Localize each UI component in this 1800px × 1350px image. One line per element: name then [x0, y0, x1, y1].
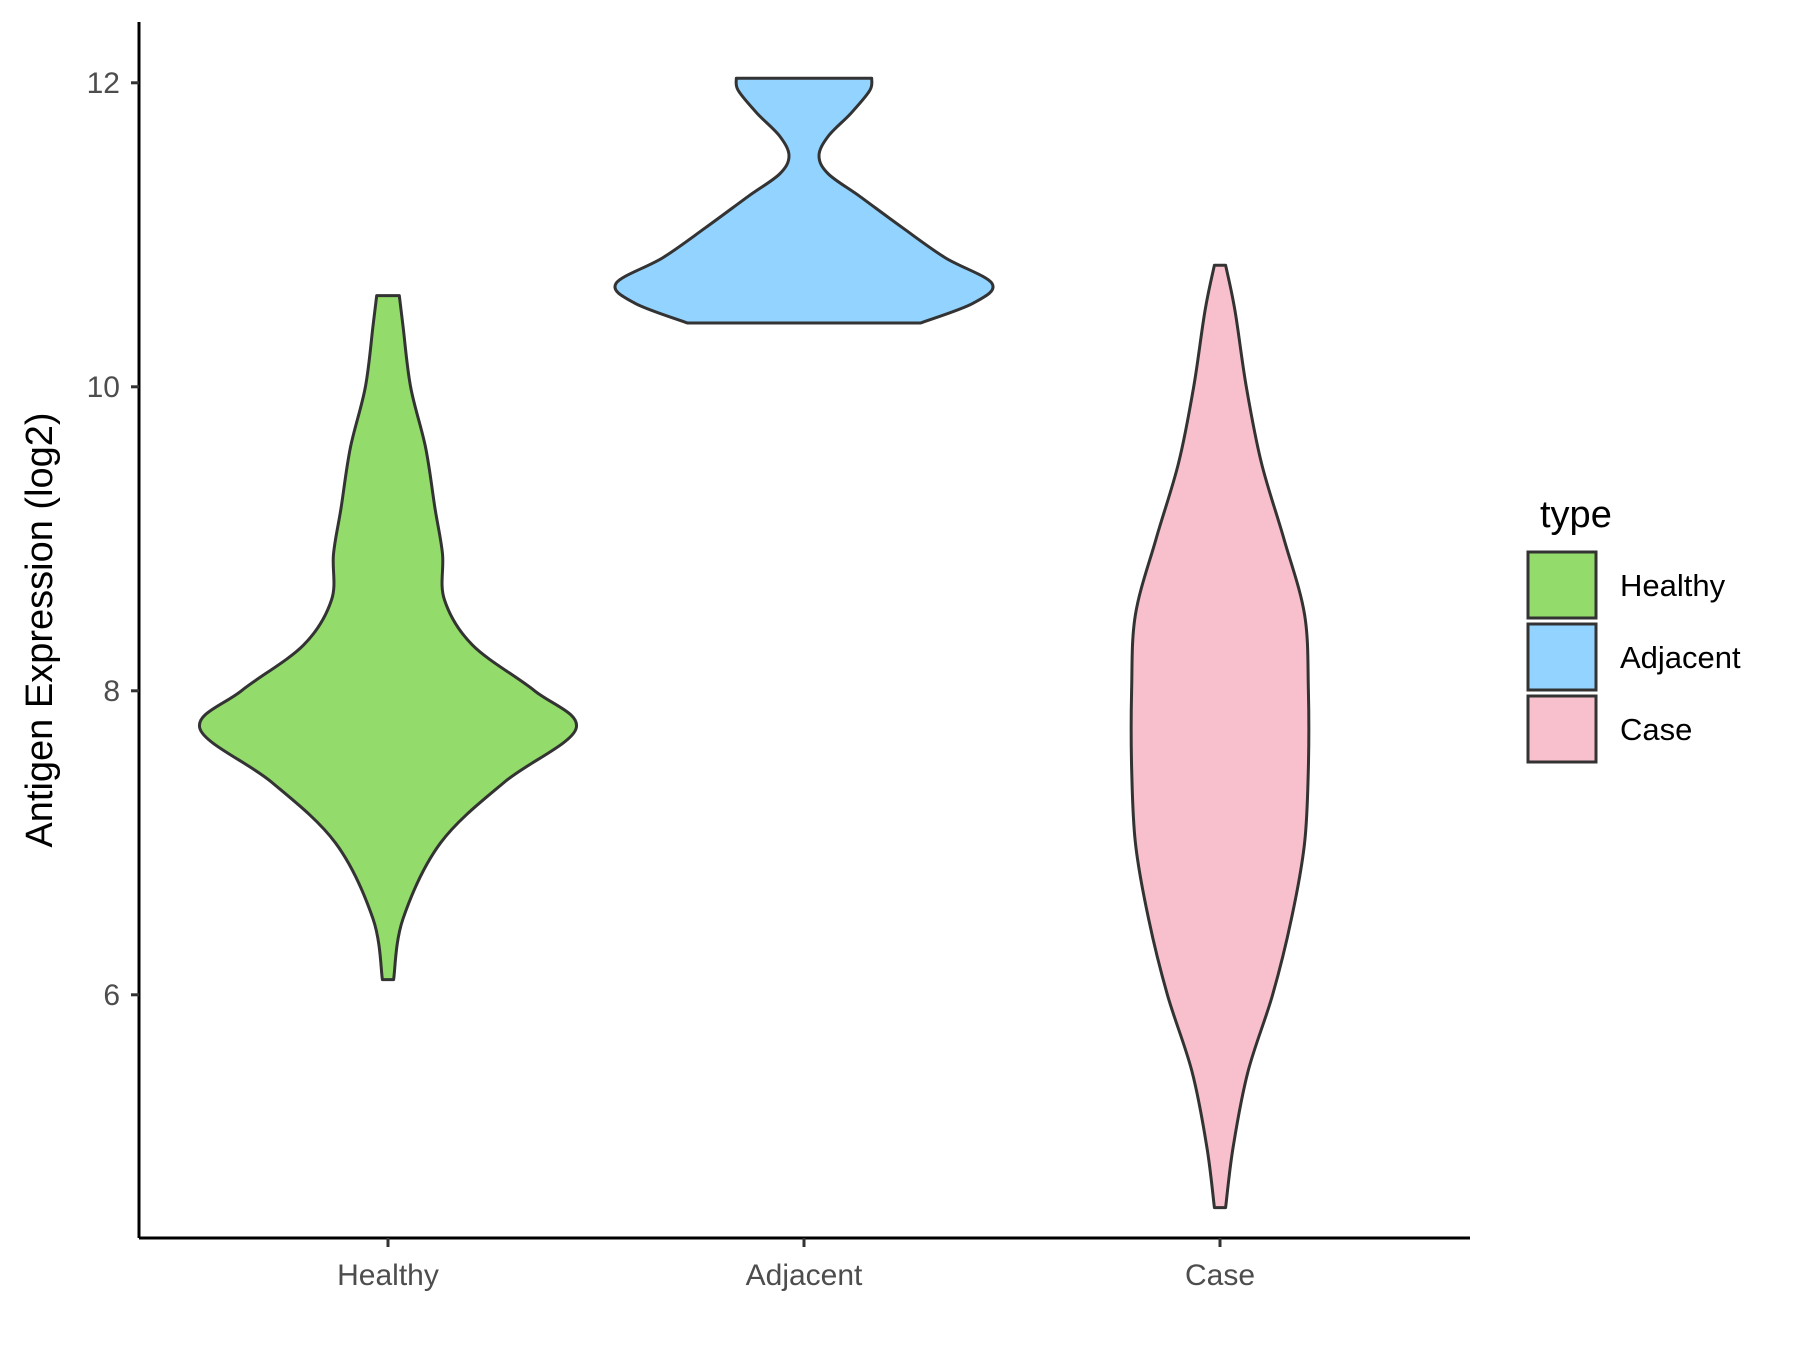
- violin-case: [1129, 263, 1311, 1210]
- legend-label: Case: [1620, 712, 1692, 747]
- y-tick-label: 10: [87, 371, 120, 404]
- legend-items: Healthy Adjacent Case: [1526, 550, 1741, 764]
- legend: type Healthy Adjacent Case: [1526, 494, 1741, 764]
- legend-label: Adjacent: [1620, 640, 1741, 675]
- y-tick-label: 8: [103, 675, 120, 708]
- violin-adjacent: [613, 76, 995, 325]
- legend-swatch-case: [1526, 694, 1598, 764]
- y-tick-label: 6: [103, 979, 120, 1012]
- x-tick-label: Adjacent: [746, 1259, 863, 1292]
- x-tick-label: Case: [1185, 1259, 1255, 1292]
- legend-label: Healthy: [1620, 568, 1726, 603]
- y-tick-label: 12: [87, 67, 120, 100]
- violin-healthy: [198, 294, 578, 982]
- legend-title: type: [1540, 494, 1612, 536]
- legend-swatch-adjacent: [1526, 622, 1598, 692]
- violin-group: [198, 76, 1311, 1210]
- x-ticks: Healthy Adjacent Case: [337, 1238, 1255, 1292]
- y-axis-title: Antigen Expression (log2): [19, 412, 61, 847]
- x-tick-label: Healthy: [337, 1259, 439, 1292]
- legend-swatch-healthy: [1526, 550, 1598, 620]
- y-ticks: 6 8 10 12: [87, 67, 139, 1012]
